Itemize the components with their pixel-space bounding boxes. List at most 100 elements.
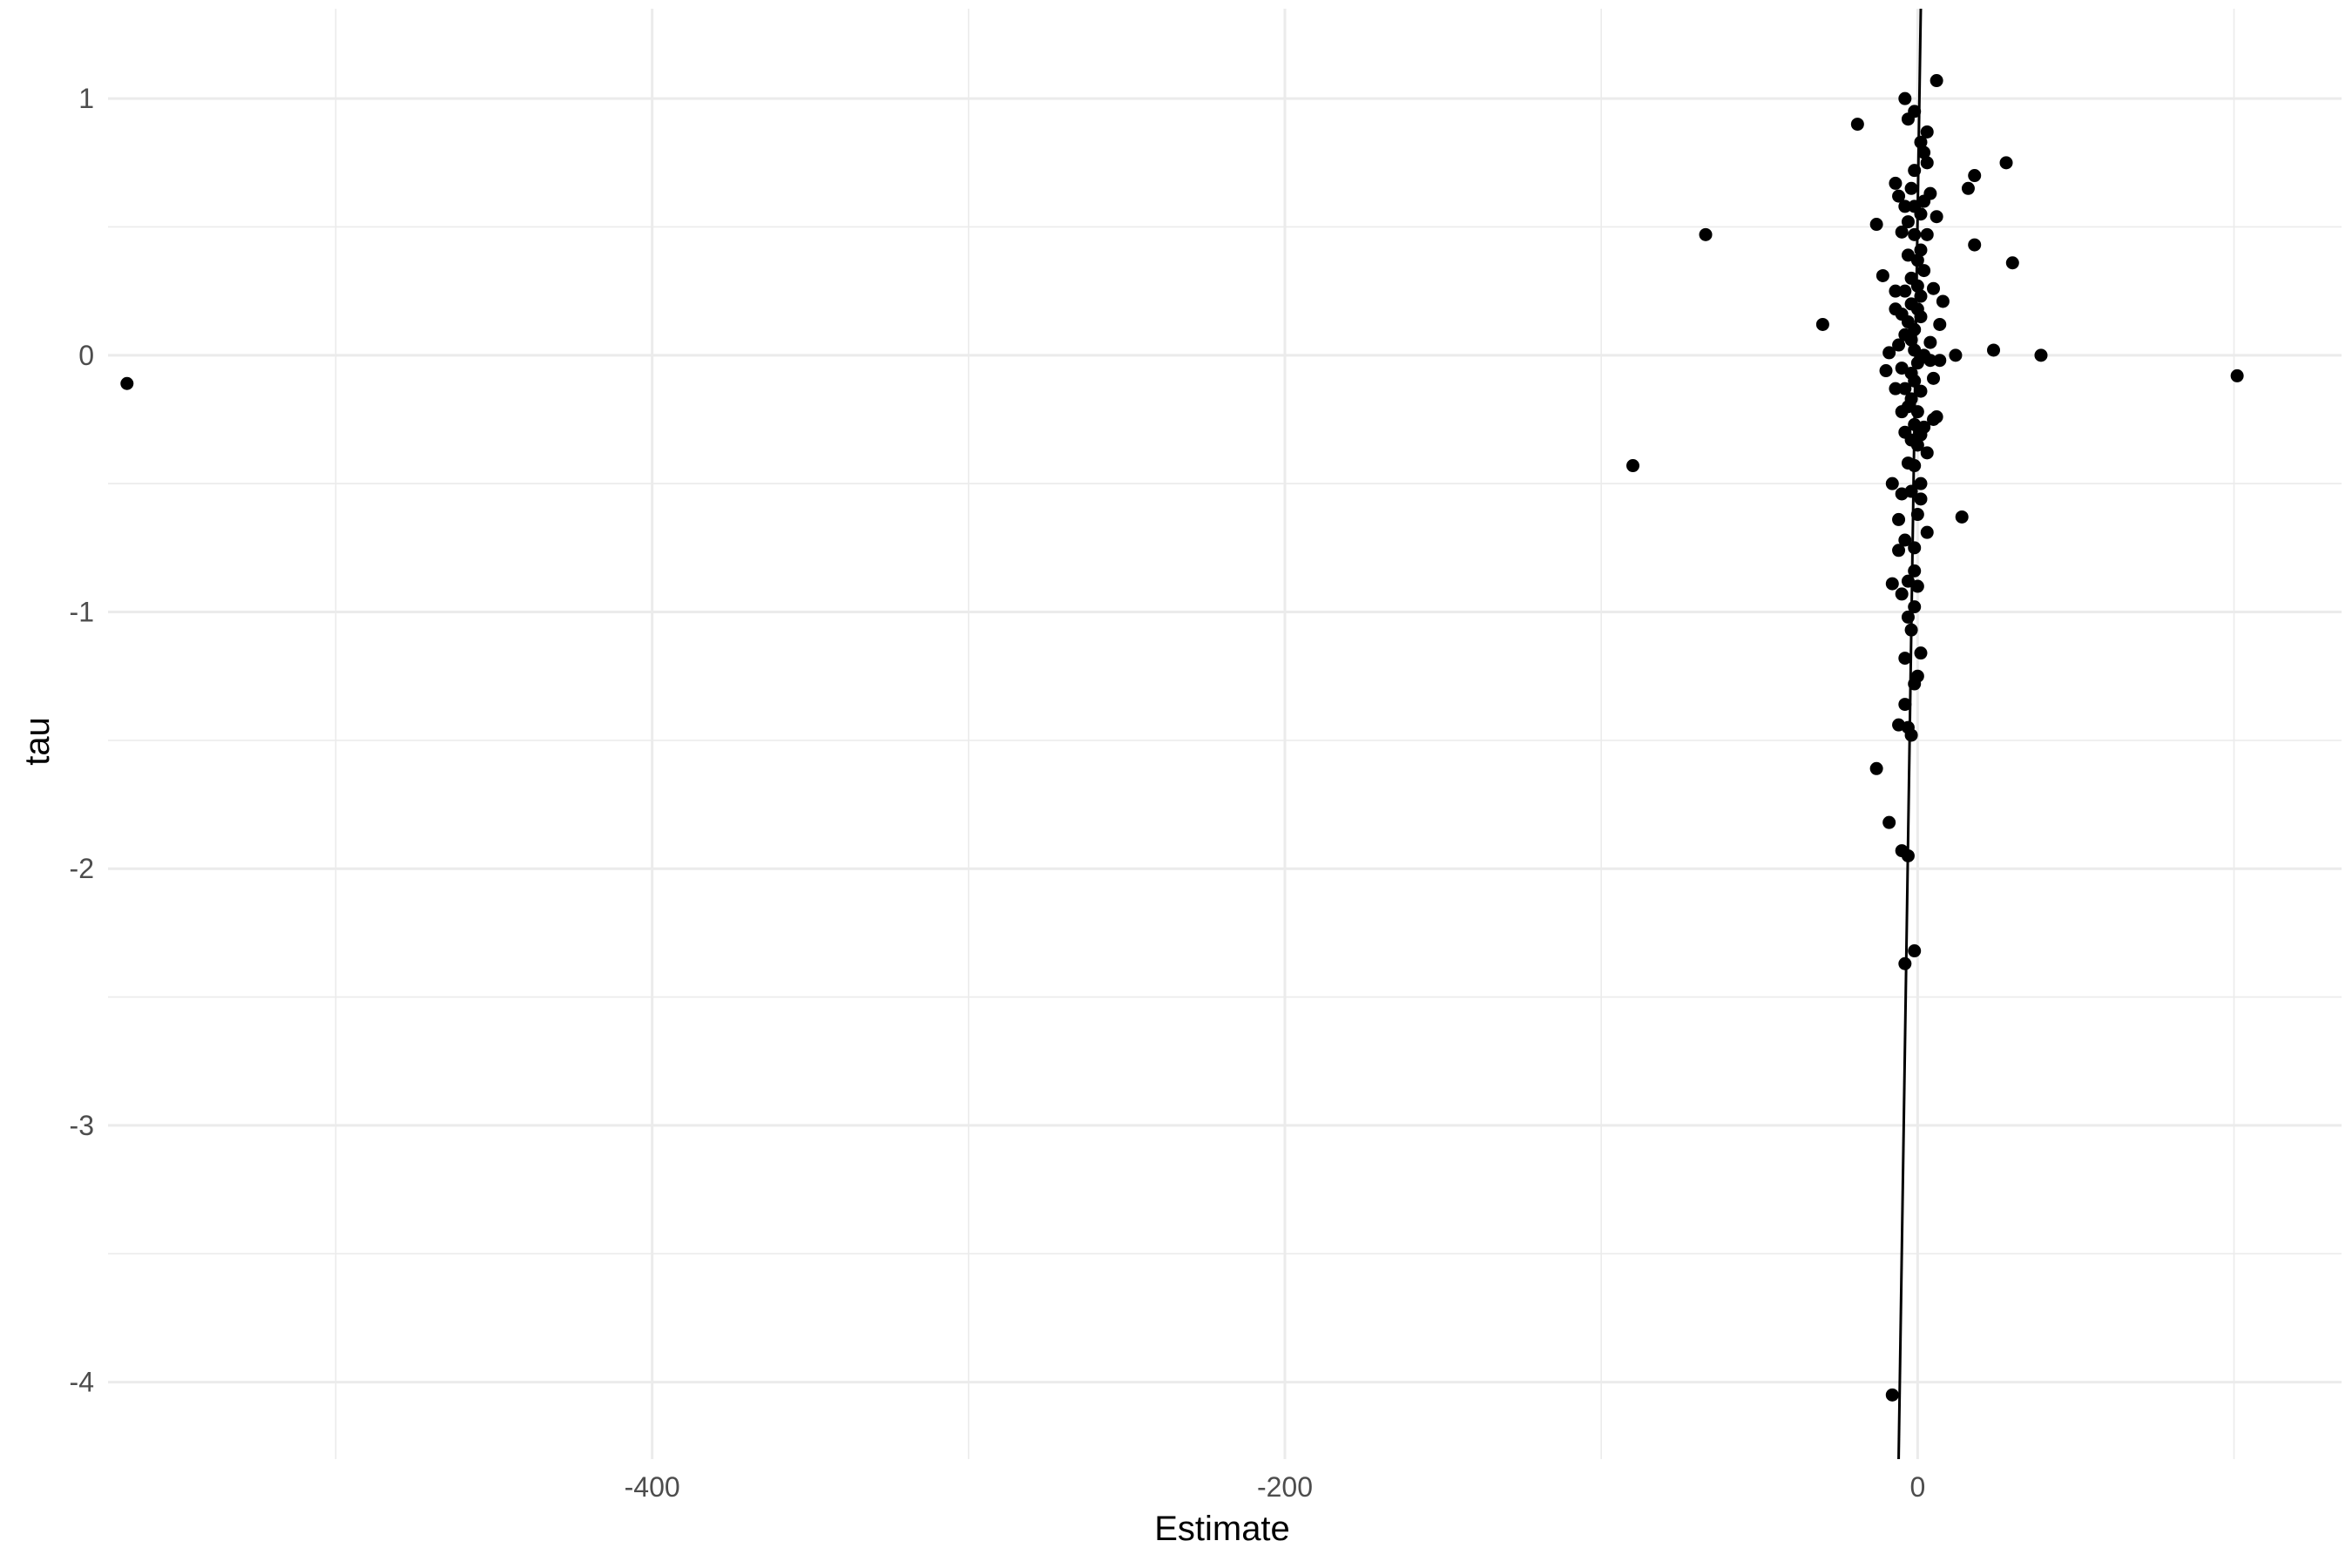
data-point xyxy=(1927,371,1941,385)
y-tick-labels: 1 0 -1 -2 -3 -4 xyxy=(70,83,94,1397)
x-tick-label: -400 xyxy=(625,1471,680,1503)
data-point xyxy=(120,376,134,390)
data-point xyxy=(1920,446,1934,460)
data-point xyxy=(1923,354,1937,368)
data-point xyxy=(1898,91,1912,105)
data-point xyxy=(1898,956,1912,970)
data-point xyxy=(1898,425,1912,439)
data-point xyxy=(1895,362,1909,375)
data-point xyxy=(1949,348,1963,362)
y-tick-label: -2 xyxy=(70,853,94,884)
data-point xyxy=(1898,382,1912,395)
data-point xyxy=(1968,169,1982,183)
data-point xyxy=(1882,346,1896,360)
data-point xyxy=(1815,317,1829,331)
data-point xyxy=(1930,74,1943,88)
data-point xyxy=(1908,600,1922,614)
data-point xyxy=(1914,384,1928,398)
data-point xyxy=(1869,218,1883,232)
data-point xyxy=(1901,610,1915,624)
data-point xyxy=(1927,413,1941,427)
y-axis-title: tau xyxy=(18,717,57,766)
data-point xyxy=(1908,164,1922,178)
data-point xyxy=(1923,335,1937,349)
data-point xyxy=(1889,176,1903,190)
data-point xyxy=(1914,476,1928,490)
y-tick-label: -4 xyxy=(70,1367,94,1398)
data-point xyxy=(1904,271,1918,285)
data-point xyxy=(1901,215,1915,229)
data-point xyxy=(1901,574,1915,588)
data-point xyxy=(1920,227,1934,241)
data-point xyxy=(1933,317,1947,331)
data-point xyxy=(2005,256,2019,270)
x-tick-labels: -400 -200 0 xyxy=(625,1471,1926,1503)
data-point xyxy=(2230,368,2244,382)
data-point xyxy=(1898,652,1912,666)
data-point xyxy=(1892,338,1906,352)
y-tick-label: 0 xyxy=(78,340,94,371)
data-point xyxy=(1987,343,2001,357)
data-point xyxy=(1625,459,1639,473)
data-point xyxy=(1879,364,1893,378)
data-point xyxy=(1936,294,1950,308)
data-point xyxy=(1908,564,1922,578)
data-point xyxy=(1961,181,1975,195)
data-point xyxy=(1914,289,1928,303)
data-point xyxy=(1898,328,1912,341)
data-point xyxy=(1892,718,1906,732)
data-point xyxy=(1895,225,1909,239)
data-point xyxy=(1892,512,1906,526)
data-point xyxy=(1930,210,1943,224)
data-point xyxy=(1910,508,1924,522)
y-tick-label: -3 xyxy=(70,1110,94,1141)
data-point xyxy=(1904,297,1918,311)
data-point xyxy=(1898,284,1912,298)
data-point xyxy=(1955,510,1969,524)
x-tick-label: -200 xyxy=(1257,1471,1313,1503)
data-point xyxy=(1885,476,1899,490)
data-point xyxy=(1968,238,1982,252)
data-point xyxy=(1901,456,1915,470)
grid-minor-lines xyxy=(108,9,2342,1459)
data-point xyxy=(1901,248,1915,262)
y-tick-label: 1 xyxy=(78,83,94,114)
data-point xyxy=(1927,281,1941,295)
data-point xyxy=(1917,145,1931,159)
data-point xyxy=(1914,135,1928,149)
data-point xyxy=(1917,420,1931,434)
data-points xyxy=(120,74,2244,1402)
data-point xyxy=(1850,118,1864,132)
data-point xyxy=(1914,646,1928,660)
data-point xyxy=(1892,189,1906,203)
data-point xyxy=(1869,761,1883,775)
data-point xyxy=(1908,944,1922,958)
data-point xyxy=(1889,302,1903,316)
data-point xyxy=(1999,156,2013,170)
data-point xyxy=(1895,487,1909,501)
data-point xyxy=(1895,844,1909,858)
data-point xyxy=(1920,156,1934,170)
data-point xyxy=(1898,533,1912,547)
data-point xyxy=(2034,348,2048,362)
x-tick-label: 0 xyxy=(1909,1471,1925,1503)
data-point xyxy=(1914,492,1928,506)
data-point xyxy=(1920,125,1934,139)
data-point xyxy=(1901,112,1915,126)
data-point xyxy=(1885,577,1899,591)
data-point xyxy=(1895,405,1909,419)
data-point xyxy=(1908,541,1922,555)
data-point xyxy=(1699,227,1713,241)
data-point xyxy=(1898,199,1912,213)
data-point xyxy=(1917,264,1931,278)
y-tick-label: -1 xyxy=(70,597,94,628)
data-point xyxy=(1895,587,1909,601)
data-point xyxy=(1908,677,1922,691)
data-point xyxy=(1908,227,1922,241)
data-point xyxy=(1882,815,1896,829)
data-point xyxy=(1889,382,1903,395)
data-point xyxy=(1933,354,1947,368)
data-point xyxy=(1885,1388,1899,1402)
data-point xyxy=(1892,544,1906,558)
